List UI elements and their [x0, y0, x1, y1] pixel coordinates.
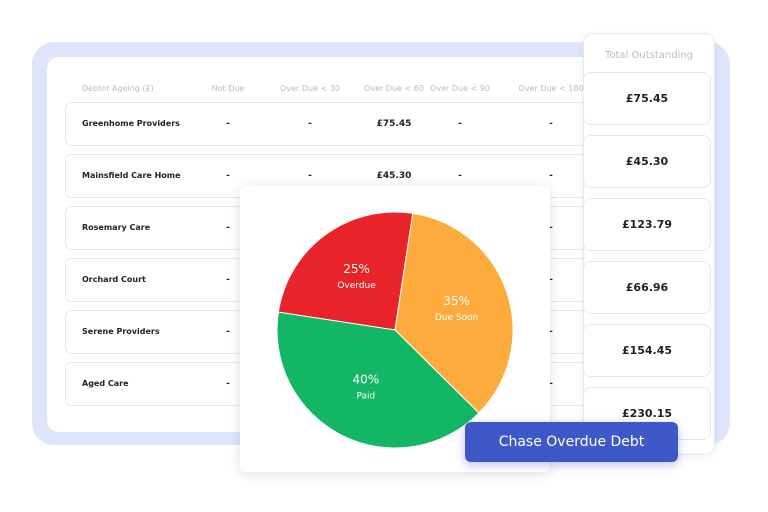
total-cell: £123.79 — [583, 198, 711, 251]
table-cell: - — [226, 119, 230, 129]
table-cell: - — [549, 119, 553, 129]
table-cell: - — [458, 119, 462, 129]
debtor-name: Mainsfield Care Home — [82, 171, 181, 180]
table-cell: - — [226, 379, 230, 389]
table-cell: - — [226, 327, 230, 337]
total-cell: £75.45 — [583, 72, 711, 125]
total-cell: £45.30 — [583, 135, 711, 188]
column-header: Over Due < 90 — [430, 84, 490, 93]
pie-slice — [277, 211, 414, 331]
table-cell: - — [458, 171, 462, 181]
pie-slice — [394, 212, 514, 414]
column-header: Over Due < 60 — [364, 84, 424, 93]
slice-value-label: 25% — [343, 262, 370, 276]
column-header: Debtor Ageing (£) — [82, 84, 154, 93]
debtor-name: Serene Providers — [82, 327, 160, 336]
column-header: Not Due — [211, 84, 245, 93]
totals-header: Total Outstanding — [604, 50, 694, 61]
debtor-name: Greenhome Providers — [82, 119, 180, 128]
column-header: Over Due < 30 — [280, 84, 340, 93]
table-cell: - — [549, 171, 553, 181]
table-cell: - — [549, 327, 553, 337]
table-cell: - — [226, 223, 230, 233]
total-cell: £66.96 — [583, 261, 711, 314]
pie-slice — [276, 311, 480, 449]
table-cell: - — [308, 119, 312, 129]
slice-category-label: Paid — [356, 391, 375, 401]
table-cell: - — [549, 379, 553, 389]
slice-value-label: 35% — [443, 294, 470, 308]
total-cell: £154.45 — [583, 324, 711, 377]
debtor-name: Rosemary Care — [82, 223, 151, 232]
table-cell: £45.30 — [376, 171, 412, 181]
table-cell: - — [549, 223, 553, 233]
slice-value-label: 40% — [353, 372, 380, 386]
debtor-name: Aged Care — [82, 379, 129, 388]
table-cell: £75.45 — [376, 119, 412, 129]
table-row — [65, 102, 595, 146]
column-header: Over Due < 180 — [518, 84, 584, 93]
pie-chart: 25% Overdue 35% Due Soon 40% Paid — [276, 211, 514, 449]
table-cell: - — [549, 275, 553, 285]
table-cell: - — [308, 171, 312, 181]
table-cell: - — [226, 275, 230, 285]
debtor-name: Orchard Court — [82, 275, 146, 284]
chase-button[interactable]: Chase Overdue Debt — [465, 422, 678, 462]
slice-category-label: Due Soon — [435, 313, 478, 323]
chart-card: 25% Overdue 35% Due Soon 40% Paid — [240, 186, 550, 472]
table-cell: - — [226, 171, 230, 181]
slice-category-label: Overdue — [337, 281, 376, 291]
